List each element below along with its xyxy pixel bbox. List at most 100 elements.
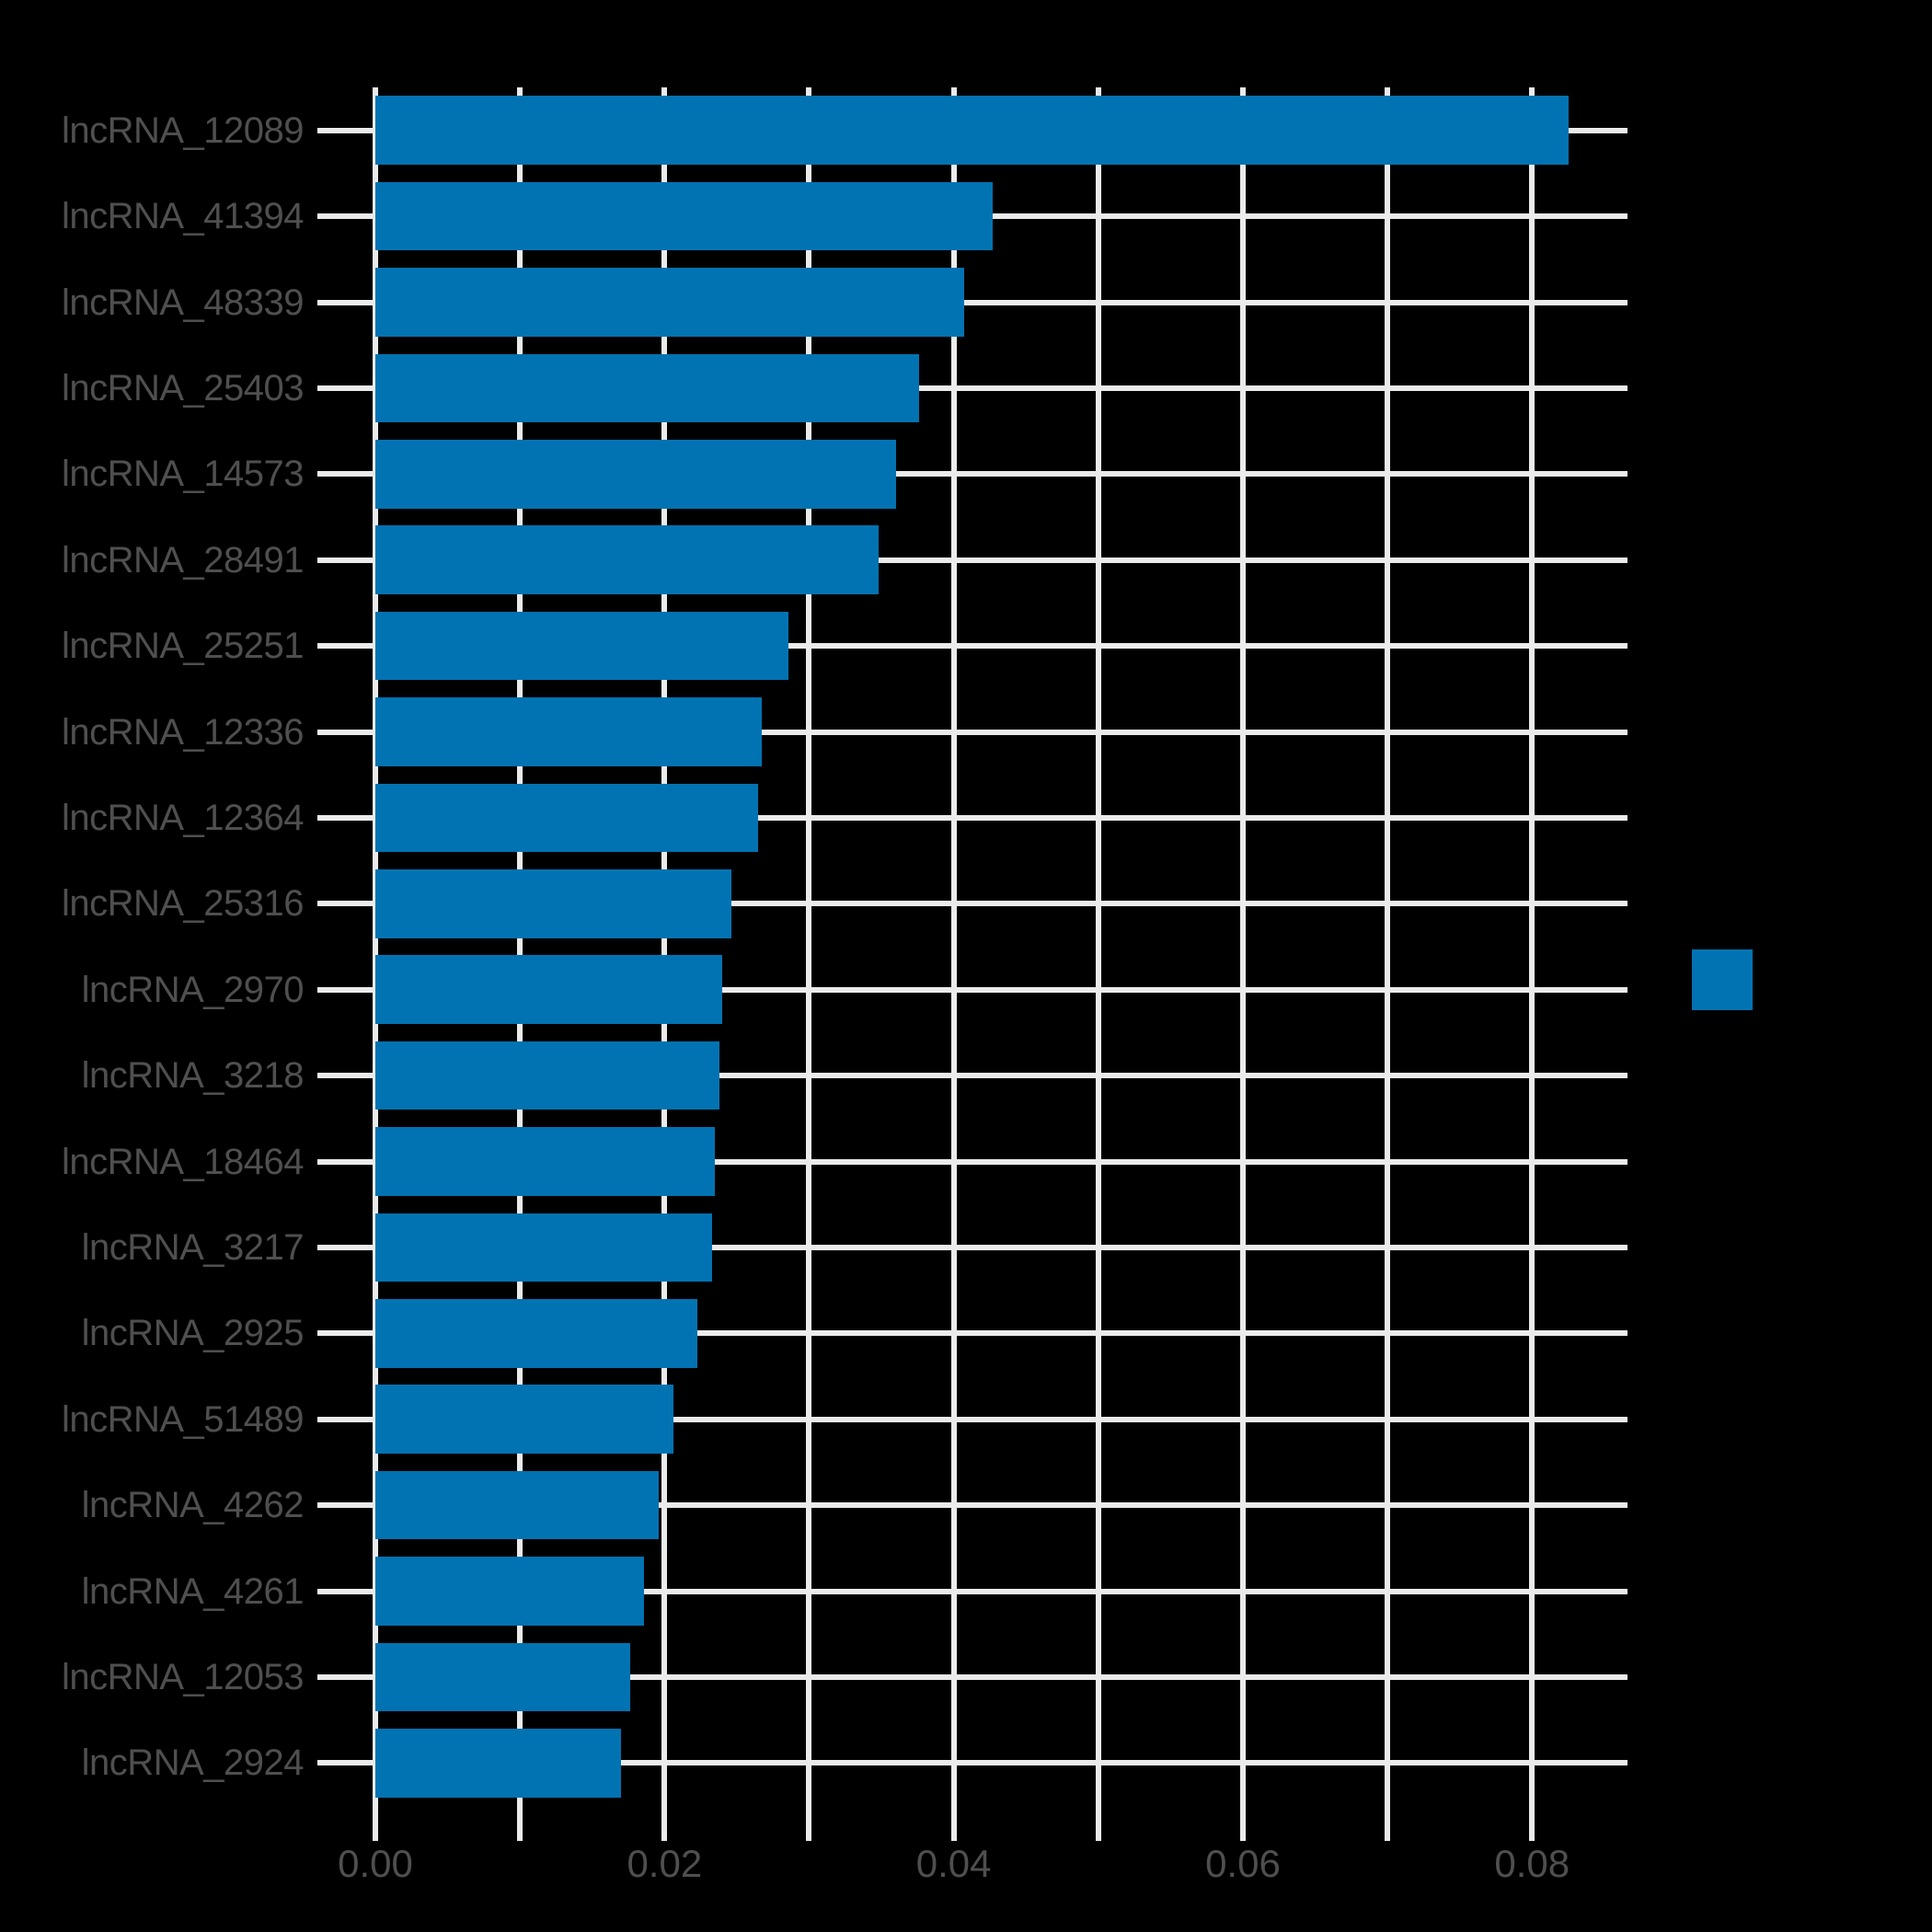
y-tick-label: lncRNA_3218 [81, 1055, 305, 1097]
gridline-vertical [661, 87, 668, 1806]
y-tick-mark [317, 1588, 373, 1594]
bar [375, 868, 731, 938]
bar [375, 783, 759, 853]
bar [375, 96, 1569, 166]
y-tick-mark [317, 1330, 373, 1337]
x-tick-mark [373, 1806, 378, 1841]
y-tick-mark [317, 1673, 373, 1680]
gridline-vertical [1529, 87, 1535, 1806]
bar [375, 955, 723, 1025]
y-tick-mark [317, 643, 373, 650]
gridline-vertical [806, 87, 812, 1806]
bar [375, 1298, 698, 1368]
gridline-horizontal [375, 986, 1627, 993]
gridline-horizontal [375, 1416, 1627, 1422]
bar [375, 1642, 630, 1712]
y-tick-mark [317, 1416, 373, 1422]
bar [375, 181, 994, 251]
bar [375, 525, 879, 595]
gridline-horizontal [375, 1158, 1627, 1165]
y-tick-mark [317, 901, 373, 907]
y-tick-mark [317, 213, 373, 220]
y-tick-mark [317, 299, 373, 305]
y-tick-mark [317, 1073, 373, 1079]
x-tick-mark [1095, 1806, 1101, 1841]
y-tick-mark [317, 1244, 373, 1250]
bar [375, 268, 964, 337]
legend-swatch [1692, 949, 1753, 1010]
gridline-horizontal [375, 901, 1627, 907]
y-tick-label: lncRNA_3217 [81, 1226, 305, 1268]
y-tick-mark [317, 1158, 373, 1165]
x-tick-mark [1385, 1806, 1391, 1841]
x-tick-mark [1529, 1806, 1535, 1841]
gridline-vertical [1239, 87, 1246, 1806]
y-tick-label: lncRNA_51489 [61, 1398, 305, 1440]
x-tick-mark [517, 1806, 523, 1841]
gridline-horizontal [375, 213, 1627, 220]
bar [375, 1470, 660, 1540]
y-tick-mark [317, 127, 373, 133]
gridline-horizontal [375, 1073, 1627, 1079]
bar [375, 353, 919, 423]
bar [375, 1557, 645, 1626]
y-tick-label: lncRNA_14573 [61, 454, 305, 495]
x-tick-mark [661, 1806, 668, 1841]
x-tick-label: 0.02 [627, 1842, 703, 1885]
gridline-horizontal [375, 643, 1627, 650]
y-tick-mark [317, 1502, 373, 1509]
gridline-vertical [1095, 87, 1101, 1806]
y-tick-label: lncRNA_41394 [61, 196, 305, 237]
x-tick-mark [1239, 1806, 1246, 1841]
x-tick-label: 0.06 [1205, 1842, 1281, 1885]
x-tick-label: 0.08 [1494, 1842, 1570, 1885]
gridline-vertical [373, 87, 378, 1806]
gridline-horizontal [375, 1330, 1627, 1337]
gridline-horizontal [375, 1760, 1627, 1766]
bar [375, 439, 896, 509]
gridline-horizontal [375, 557, 1627, 563]
bar [375, 1728, 622, 1798]
bar [375, 1385, 673, 1455]
y-tick-mark [317, 814, 373, 821]
y-tick-label: lncRNA_18464 [61, 1141, 305, 1182]
y-tick-mark [317, 557, 373, 563]
gridline-vertical [950, 87, 957, 1806]
gridline-horizontal [375, 1588, 1627, 1594]
bar [375, 611, 789, 681]
y-tick-label: lncRNA_25316 [61, 883, 305, 925]
y-tick-mark [317, 729, 373, 735]
y-tick-mark [317, 385, 373, 391]
y-tick-label: lncRNA_4262 [81, 1485, 305, 1526]
bar [375, 1127, 716, 1196]
gridline-horizontal [375, 1244, 1627, 1250]
x-tick-label: 0.00 [338, 1842, 413, 1885]
y-tick-label: lncRNA_2925 [81, 1313, 305, 1354]
y-tick-label: lncRNA_4261 [81, 1570, 305, 1612]
y-tick-label: lncRNA_25251 [61, 626, 305, 667]
gridline-horizontal [375, 385, 1627, 391]
y-tick-label: lncRNA_12053 [61, 1656, 305, 1697]
gridline-horizontal [375, 1673, 1627, 1680]
y-tick-label: lncRNA_48339 [61, 282, 305, 323]
gridline-horizontal [375, 814, 1627, 821]
y-tick-label: lncRNA_12089 [61, 109, 305, 151]
y-tick-label: lncRNA_2924 [81, 1742, 305, 1784]
y-tick-label: lncRNA_25403 [61, 367, 305, 408]
gridline-vertical [517, 87, 523, 1806]
x-tick-mark [806, 1806, 812, 1841]
gridline-horizontal [375, 299, 1627, 305]
x-tick-label: 0.04 [915, 1842, 992, 1885]
gridline-horizontal [375, 1502, 1627, 1509]
y-tick-label: lncRNA_28491 [61, 539, 305, 581]
y-tick-label: lncRNA_12364 [61, 797, 305, 838]
y-tick-label: lncRNA_12336 [61, 711, 305, 753]
bar [375, 1041, 720, 1110]
gridline-vertical [1385, 87, 1391, 1806]
bar [375, 697, 762, 766]
gridline-horizontal [375, 729, 1627, 735]
y-tick-mark [317, 1760, 373, 1766]
gridline-horizontal [375, 471, 1627, 477]
bar [375, 1213, 713, 1282]
